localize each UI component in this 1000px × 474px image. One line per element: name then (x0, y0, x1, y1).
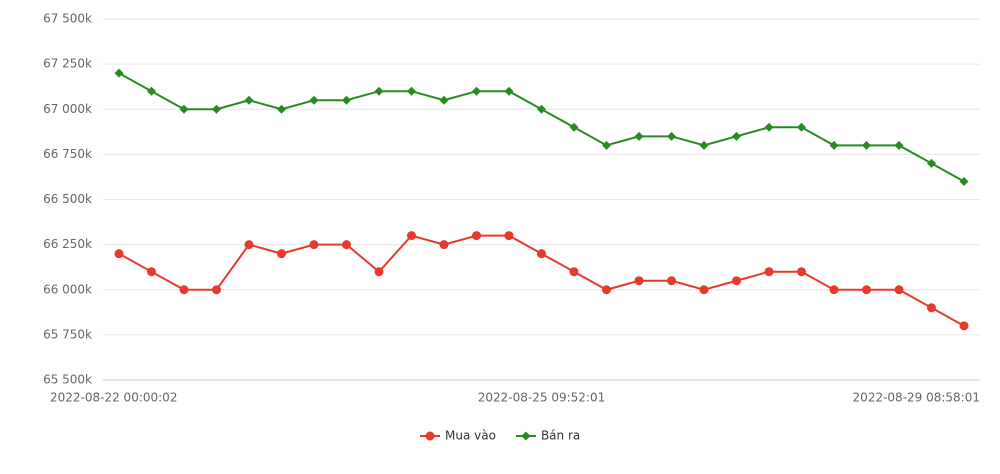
point (699, 140, 709, 150)
point (114, 249, 124, 259)
y-tick-label: 66 000k (43, 282, 92, 296)
point (634, 276, 644, 286)
point (504, 231, 514, 241)
point (374, 267, 384, 277)
point (797, 122, 806, 132)
point (439, 95, 449, 105)
point (927, 158, 936, 168)
point (374, 86, 384, 96)
point (862, 285, 871, 295)
point (309, 95, 319, 105)
x-tick-label: 2022-08-25 09:52:01 (478, 391, 605, 405)
point (212, 104, 221, 114)
y-tick-label: 66 250k (43, 237, 92, 251)
point (439, 240, 449, 250)
point (602, 285, 611, 295)
point (699, 285, 709, 295)
y-tick-label: 67 500k (43, 12, 92, 26)
point (147, 267, 156, 277)
point (521, 431, 531, 441)
point (277, 249, 286, 259)
point (602, 140, 611, 150)
point (504, 86, 514, 96)
point (179, 104, 189, 114)
point (342, 95, 351, 105)
point (407, 231, 416, 241)
y-tick-label: 67 000k (43, 102, 92, 116)
point (634, 131, 644, 141)
point (537, 104, 546, 114)
point (862, 140, 871, 150)
point (212, 285, 221, 295)
point (537, 249, 546, 259)
point (244, 95, 254, 105)
point (179, 285, 189, 295)
point (342, 240, 351, 250)
point (114, 68, 124, 78)
point (407, 86, 416, 96)
x-tick-label: 2022-08-29 08:58:01 (853, 391, 980, 405)
point (797, 267, 806, 277)
point (732, 131, 741, 141)
point (667, 276, 676, 286)
point (425, 431, 435, 441)
point (147, 86, 156, 96)
legend-label[interactable]: Bán ra (541, 429, 580, 443)
legend-label[interactable]: Mua vào (445, 429, 496, 443)
point (569, 122, 579, 132)
point (927, 303, 936, 313)
series-line (118, 234, 965, 327)
point (894, 140, 904, 150)
y-tick-label: 66 500k (43, 192, 92, 206)
point (959, 176, 969, 186)
y-tick-label: 67 250k (43, 57, 92, 71)
y-tick-label: 66 750k (43, 147, 92, 161)
point (309, 240, 319, 250)
point (764, 267, 774, 277)
point (764, 122, 774, 132)
point (959, 321, 969, 331)
legend: Mua vào Bán ra (420, 429, 580, 443)
point (472, 231, 481, 241)
y-tick-label: 65 500k (43, 373, 92, 387)
point (829, 285, 839, 295)
point (667, 131, 676, 141)
point (732, 276, 741, 286)
y-tick-label: 65 750k (43, 327, 92, 341)
x-tick-label: 2022-08-22 00:00:02 (50, 391, 177, 405)
point (829, 140, 839, 150)
series-line (118, 72, 965, 183)
point (244, 240, 254, 250)
point (569, 267, 579, 277)
point (277, 104, 286, 114)
point (894, 285, 904, 295)
point (472, 86, 481, 96)
